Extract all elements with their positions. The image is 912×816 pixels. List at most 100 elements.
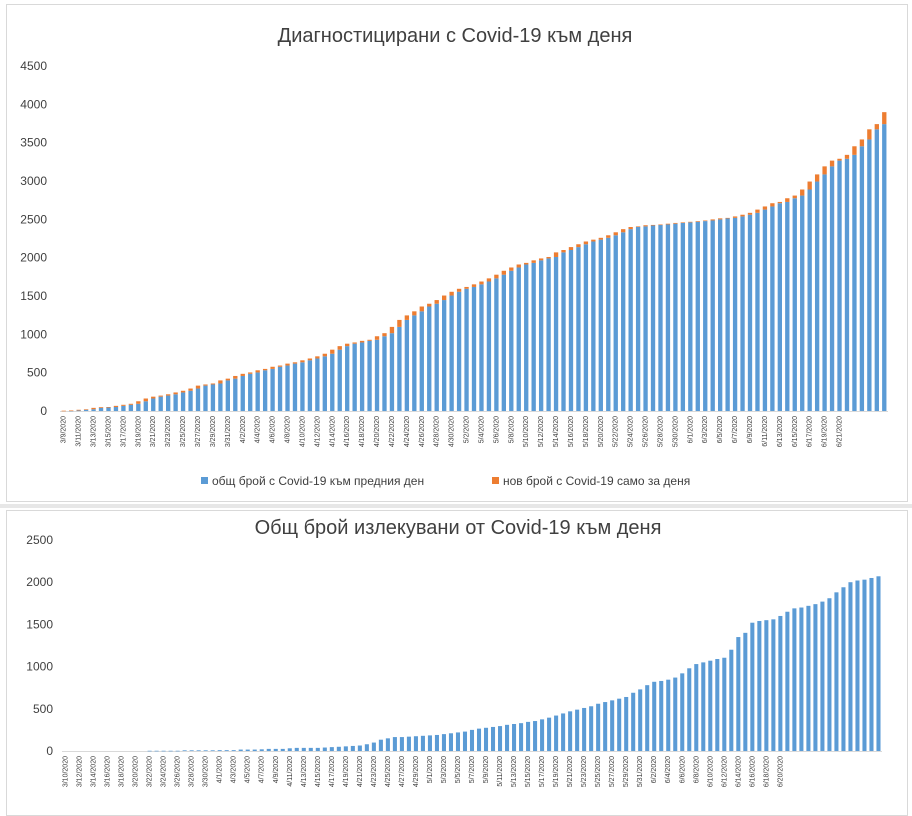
bar-main-67: [533, 721, 538, 751]
bar-main-80: [658, 224, 663, 411]
y-tick-label: 500: [33, 702, 53, 716]
x-tick-label: 3/14/2020: [91, 756, 98, 787]
bar-stack-109: [874, 124, 879, 130]
bar-main-44: [389, 333, 395, 411]
bar-main-111: [841, 587, 846, 751]
bar-main-45: [378, 739, 383, 751]
x-tick-label: 5/11/2020: [497, 756, 504, 787]
bar-main-3: [83, 409, 89, 411]
y-tick-label: 1000: [26, 660, 53, 674]
bar-main-11: [143, 401, 148, 411]
bar-stack-75: [621, 229, 626, 233]
bar-stack-59: [501, 270, 506, 275]
bar-stack-8: [121, 404, 126, 406]
bar-main-38: [329, 747, 334, 751]
y-tick-label: 1000: [20, 327, 47, 341]
bar-stack-20: [210, 383, 216, 385]
bar-stack-37: [337, 346, 342, 350]
x-tick-label: 5/21/2020: [567, 756, 574, 787]
bar-main-29: [266, 748, 271, 751]
x-tick-label: 3/10/2020: [63, 756, 70, 787]
bar-stack-108: [867, 129, 872, 140]
bar-main-85: [695, 221, 700, 411]
bar-main-56: [479, 284, 484, 411]
x-tick-label: 3/19/2020: [135, 416, 142, 447]
x-tick-label: 5/25/2020: [595, 756, 602, 787]
chart-panel-recovered: Общ брой излекувани от Covid-19 към деня…: [0, 508, 912, 816]
bar-main-65: [519, 723, 524, 751]
bar-main-45: [397, 326, 402, 411]
bar-main-99: [800, 195, 805, 411]
bar-main-40: [343, 746, 348, 751]
bar-stack-70: [583, 241, 589, 245]
bar-main-102: [778, 615, 783, 751]
bar-stack-63: [531, 260, 536, 263]
x-tick-label: 4/21/2020: [357, 756, 364, 787]
x-tick-label: 5/20/2020: [598, 416, 605, 447]
bar-stack-67: [561, 250, 566, 253]
bar-main-27: [252, 749, 257, 751]
bar-stack-55: [471, 284, 477, 287]
bar-stack-71: [591, 239, 596, 242]
bar-main-59: [476, 728, 482, 751]
bar-main-53: [456, 291, 462, 411]
x-tick-label: 4/20/2020: [374, 416, 381, 447]
bar-stack-4: [91, 407, 96, 410]
bar-stack-99: [800, 189, 805, 196]
bar-stack-10: [136, 401, 141, 404]
bar-main-28: [259, 749, 264, 751]
bar-stack-43: [382, 333, 387, 337]
bar-stack-97: [785, 198, 790, 202]
x-tick-label: 3/30/2020: [203, 756, 210, 787]
x-tick-label: 5/14/2020: [553, 416, 560, 447]
bar-stack-24: [240, 373, 245, 376]
x-tick-label: 3/12/2020: [77, 756, 84, 787]
bar-stack-51: [442, 295, 447, 301]
bar-main-72: [598, 239, 603, 411]
bar-main-84: [688, 222, 693, 411]
bar-stack-102: [822, 166, 827, 175]
bar-main-63: [505, 724, 510, 751]
bar-main-23: [224, 750, 229, 751]
bar-main-16: [180, 392, 186, 411]
bar-main-65: [546, 258, 551, 411]
bar-stack-68: [568, 247, 574, 250]
bar-main-36: [330, 353, 335, 411]
bar-main-73: [575, 709, 580, 751]
bar-stack-61: [516, 264, 521, 268]
bar-main-57: [462, 731, 468, 751]
bar-stack-80: [658, 224, 663, 226]
x-tick-label: 4/24/2020: [404, 416, 411, 447]
bar-main-14: [161, 750, 166, 752]
bar-stack-44: [389, 326, 395, 334]
bar-stack-19: [203, 384, 208, 386]
bar-main-27: [262, 370, 268, 411]
bar-main-79: [650, 225, 656, 411]
bar-main-41: [367, 340, 372, 411]
bar-main-48: [419, 311, 424, 411]
bar-main-15: [173, 394, 178, 411]
bar-stack-40: [359, 340, 365, 343]
x-tick-label: 3/13/2020: [91, 416, 98, 447]
x-tick-label: 3/15/2020: [105, 416, 112, 447]
legend-label-total: общ брой с Covid-19 към предния ден: [212, 474, 424, 488]
bar-main-92: [747, 214, 753, 411]
bar-stack-66: [553, 252, 559, 257]
bar-main-90: [732, 217, 738, 411]
bar-main-5: [98, 407, 104, 411]
bar-stack-77: [635, 226, 641, 227]
bar-main-35: [308, 747, 313, 751]
bar-main-17: [188, 390, 193, 411]
y-tick-label: 2500: [26, 533, 53, 547]
bar-main-86: [703, 221, 708, 411]
x-tick-label: 4/3/2020: [231, 756, 238, 783]
bar-main-34: [301, 747, 306, 751]
bar-stack-2: [76, 409, 81, 411]
x-tick-label: 4/22/2020: [389, 416, 396, 447]
bar-stack-31: [292, 362, 298, 364]
bar-main-50: [413, 736, 418, 751]
bar-main-72: [568, 711, 573, 751]
bar-main-10: [136, 403, 141, 411]
y-tick-label: 2500: [20, 212, 47, 226]
x-tick-label: 4/11/2020: [287, 756, 294, 787]
